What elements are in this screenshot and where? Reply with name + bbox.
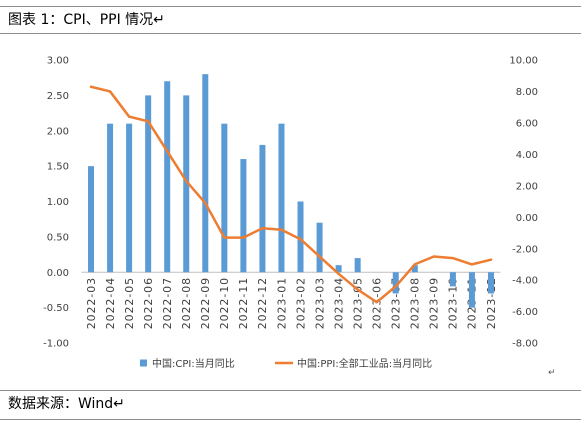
x-axis-tick-label: 2023-08 — [409, 277, 422, 329]
right-axis-tick-label: -8.00 — [512, 339, 538, 350]
ppi-point — [185, 179, 188, 183]
source-note: 数据来源：Wind↵ — [8, 396, 125, 412]
left-axis-tick-label: 1.50 — [47, 162, 69, 173]
ppi-point — [489, 258, 493, 261]
cpi-bar — [88, 166, 95, 273]
x-axis-tick-label: 2022-08 — [180, 277, 193, 329]
left-axis-tick-label: 0.50 — [47, 233, 69, 244]
ppi-point — [375, 300, 378, 304]
right-axis-tick-label: -6.00 — [512, 307, 538, 318]
ppi-point — [280, 228, 283, 231]
x-axis-tick-label: 2023-01 — [275, 277, 288, 329]
ppi-point — [146, 120, 150, 123]
right-axis-tick-labels: 10.00 8.00 6.00 4.00 2.00 0.00 -2.00 -4.00 -6.00… — [509, 56, 538, 350]
ppi-point — [299, 238, 302, 241]
x-axis-tick-labels: 2022-03 2022-04 2022-05 2022-06 2022-07 2022-… — [85, 277, 498, 329]
cpi-bar — [468, 272, 475, 308]
right-axis-tick-label: -2.00 — [512, 244, 538, 255]
cpi-bar — [354, 258, 361, 273]
cpi-bar — [202, 74, 209, 273]
ppi-point — [108, 90, 112, 93]
cpi-bar — [240, 159, 247, 273]
x-axis-tick-label: 2022-07 — [161, 277, 174, 329]
x-axis-tick-label: 2022-10 — [218, 277, 231, 329]
ppi-line — [89, 85, 493, 304]
x-axis-tick-label: 2022-09 — [199, 277, 212, 329]
cpi-bar — [107, 123, 114, 273]
ppi-point — [223, 236, 226, 239]
ppi-series — [89, 85, 493, 304]
ppi-point — [318, 255, 321, 258]
bottom-rule — [0, 419, 581, 420]
ppi-point — [89, 85, 93, 88]
ppi-point — [451, 256, 455, 260]
right-axis-tick-label: -4.00 — [512, 276, 538, 287]
right-axis-tick-label: 2.00 — [516, 181, 538, 192]
right-axis-tick-label: 8.00 — [516, 87, 538, 98]
cpi-bar — [221, 123, 228, 273]
cpi-bar — [487, 272, 494, 294]
left-axis-tick-label: 1.00 — [47, 197, 69, 208]
cpi-bar — [392, 272, 399, 294]
cpi-bar — [335, 265, 342, 273]
legend-label-cpi: 中国:CPI:当月同比 — [152, 357, 235, 370]
paragraph-mark: ↵ — [548, 368, 556, 378]
x-axis-tick-label: 2022-03 — [85, 277, 98, 329]
cpi-bar — [278, 123, 285, 273]
ppi-point — [204, 201, 207, 205]
title-rule — [0, 33, 581, 34]
ppi-point — [166, 149, 169, 153]
cpi-bar — [259, 144, 266, 273]
ppi-point — [261, 227, 264, 230]
cpi-bars — [88, 74, 494, 308]
left-axis-tick-labels: 3.00 2.50 2.00 1.50 1.00 0.50 0.00 -0.50 -1.00 — [43, 56, 69, 350]
right-axis-tick-label: 0.00 — [516, 213, 538, 224]
legend: 中国:CPI:当月同比 中国:PPI:全部工业品:当月同比 — [140, 357, 432, 370]
ppi-point — [470, 263, 474, 266]
x-axis-tick-label: 2023-09 — [428, 277, 441, 329]
cpi-bar — [297, 201, 304, 273]
x-axis-tick-label: 2022-04 — [104, 277, 117, 329]
legend-label-ppi: 中国:PPI:全部工业品:当月同比 — [297, 357, 432, 370]
left-axis-tick-label: 0.00 — [47, 268, 69, 279]
ppi-point — [394, 285, 397, 288]
right-axis-tick-label: 6.00 — [516, 119, 538, 130]
ppi-point — [413, 263, 416, 266]
legend-swatch-cpi — [140, 359, 147, 367]
x-axis-tick-label: 2022-05 — [123, 277, 136, 329]
left-axis-tick-label: 2.50 — [47, 91, 69, 102]
cpi-bar — [164, 81, 171, 273]
cpi-bar — [126, 123, 133, 273]
figure-title: 图表 1：CPI、PPI 情况↵ — [8, 12, 165, 28]
cpi-bar — [316, 222, 323, 273]
cpi-bar — [449, 272, 456, 287]
x-axis-tick-label: 2023-02 — [294, 277, 307, 329]
right-axis-tick-label: 10.00 — [509, 56, 538, 67]
top-rule — [0, 6, 581, 7]
x-axis-tick-label: 2022-06 — [142, 277, 155, 329]
x-axis-tick-label: 2022-12 — [256, 277, 269, 329]
x-axis-tick-label: 2023-10 — [447, 277, 460, 329]
ppi-point — [356, 288, 359, 291]
ppi-point — [432, 255, 436, 258]
x-axis-tick-label: 2023-04 — [332, 277, 345, 329]
ppi-point — [242, 236, 245, 239]
left-axis-tick-label: 3.00 — [47, 56, 69, 67]
footer-rule — [0, 390, 581, 391]
x-axis-tick-label: 2023-05 — [352, 277, 365, 329]
left-axis-tick-label: -1.00 — [43, 339, 69, 350]
ppi-point — [337, 272, 340, 276]
cpi-bar — [145, 95, 152, 273]
left-axis-tick-label: 2.00 — [47, 126, 69, 137]
left-axis-tick-label: -0.50 — [43, 303, 69, 314]
x-axis-tick-label: 2022-11 — [237, 277, 250, 329]
right-axis-tick-label: 4.00 — [516, 150, 538, 161]
ppi-point — [127, 115, 131, 118]
cpi-bar — [183, 95, 190, 273]
cpi-bar — [411, 265, 418, 273]
x-axis-tick-label: 2023-03 — [313, 277, 326, 329]
